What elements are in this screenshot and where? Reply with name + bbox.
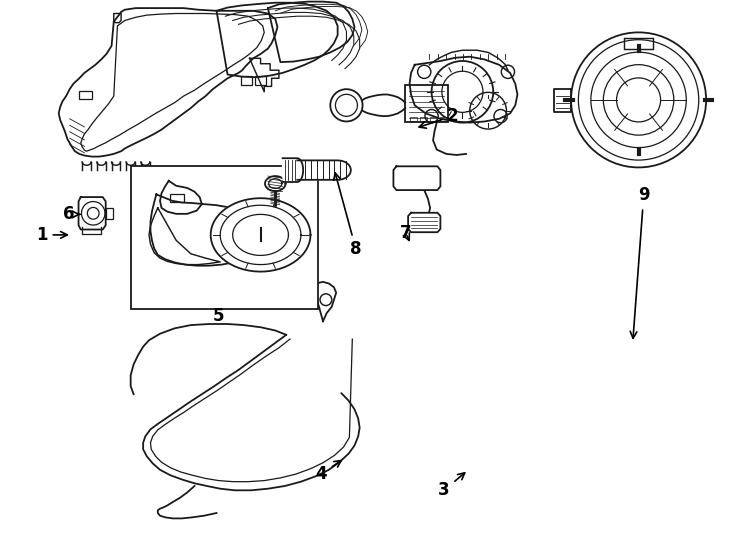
Text: 5: 5 (213, 307, 225, 325)
Bar (440, 117, 448, 121)
Text: 1: 1 (36, 226, 68, 244)
Circle shape (571, 32, 706, 167)
Polygon shape (233, 214, 288, 255)
Text: 4: 4 (316, 461, 341, 483)
Text: 6: 6 (62, 205, 80, 224)
Polygon shape (79, 197, 106, 230)
Bar (241, 76, 252, 85)
Bar (170, 194, 184, 202)
Bar (430, 117, 437, 121)
Bar (410, 117, 417, 121)
Bar (624, 38, 653, 49)
Text: 8: 8 (334, 173, 362, 259)
Bar (405, 85, 448, 122)
Polygon shape (410, 57, 517, 123)
Bar (106, 208, 113, 219)
Polygon shape (297, 160, 351, 180)
Text: 7: 7 (400, 224, 412, 242)
Polygon shape (211, 198, 310, 272)
Circle shape (330, 89, 363, 122)
Polygon shape (393, 166, 440, 190)
Polygon shape (220, 205, 301, 265)
Text: 3: 3 (438, 473, 465, 500)
Polygon shape (408, 213, 440, 232)
Text: 9: 9 (631, 186, 650, 338)
Bar (79, 91, 92, 99)
Polygon shape (283, 158, 303, 182)
Bar (420, 117, 427, 121)
Bar (131, 166, 318, 309)
Bar (255, 76, 266, 85)
Text: 2: 2 (419, 107, 459, 128)
Polygon shape (150, 194, 268, 266)
